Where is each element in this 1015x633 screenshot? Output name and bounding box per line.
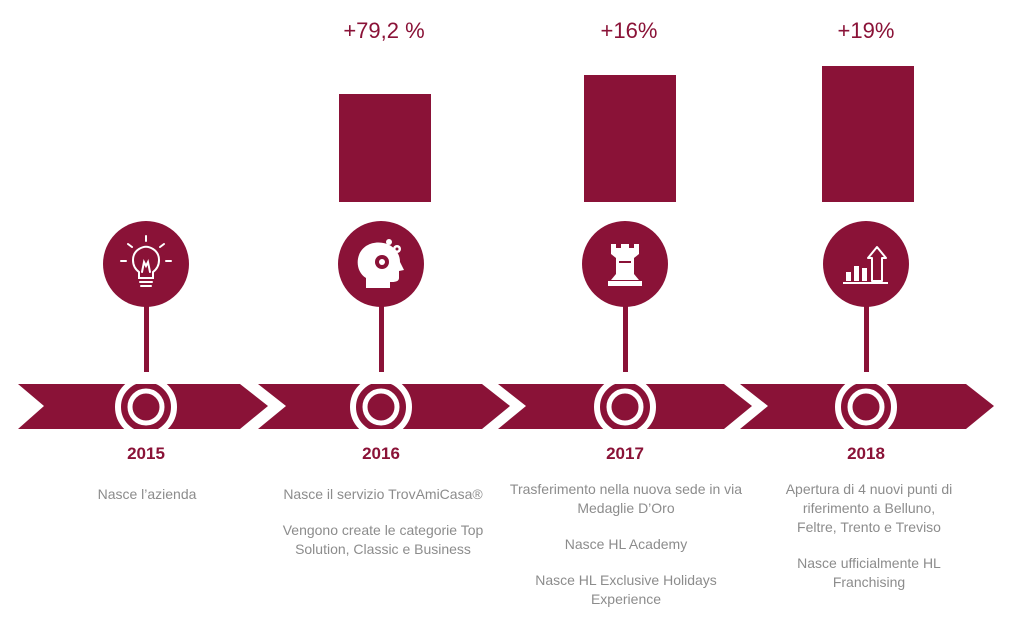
growth-bar-2017 xyxy=(584,75,676,202)
milestone-text: Nasce HL Exclusive Holidays Experience xyxy=(535,572,717,607)
milestone-text: Nasce HL Academy xyxy=(564,536,688,552)
year-label-2015: 2015 xyxy=(127,444,165,463)
stem-2015 xyxy=(144,300,149,372)
stem-2016 xyxy=(379,300,384,372)
chess-rook-icon xyxy=(608,244,642,286)
milestone-text: Nasce ufficialmente HL Franchising xyxy=(797,555,941,590)
milestone-description-2016: Nasce il servizio TrovAmiCasa® Vengono c… xyxy=(258,485,508,576)
growth-bar-2016 xyxy=(339,94,431,202)
growth-label-2018: +19% xyxy=(837,18,895,43)
icon-circle-2018 xyxy=(823,221,909,307)
milestone-description-2015: Nasce l’azienda xyxy=(27,485,267,521)
year-label-2016: 2016 xyxy=(362,444,400,463)
timeline-node-2018 xyxy=(835,376,897,438)
growth-label-2017: +16% xyxy=(600,18,658,43)
milestone-text: Nasce il servizio TrovAmiCasa® xyxy=(283,486,483,502)
timeline-node-2016 xyxy=(350,376,412,438)
timeline-node-2017 xyxy=(594,376,656,438)
timeline-segment-3 xyxy=(498,384,752,429)
milestone-description-2018: Apertura di 4 nuovi punti di riferimento… xyxy=(784,480,954,609)
milestone-text: Trasferimento nella nuova sede in via Me… xyxy=(509,481,743,516)
milestone-text: Vengono create le categorie Top Solution… xyxy=(282,522,484,557)
year-label-2017: 2017 xyxy=(606,444,644,463)
year-label-2018: 2018 xyxy=(847,444,885,463)
timeline-segment-4 xyxy=(740,384,994,429)
stem-2018 xyxy=(864,300,869,372)
milestone-description-2017: Trasferimento nella nuova sede in via Me… xyxy=(506,480,746,626)
stem-2017 xyxy=(623,300,628,372)
growth-chart-icon xyxy=(843,246,888,284)
timeline-node-2015 xyxy=(115,376,177,438)
growth-label-2016: +79,2 % xyxy=(343,18,425,43)
timeline-segment-2 xyxy=(258,384,510,429)
growth-bar-2018 xyxy=(822,66,914,202)
milestone-text: Nasce l’azienda xyxy=(97,486,197,502)
milestone-text: Apertura di 4 nuovi punti di riferimento… xyxy=(785,481,953,535)
timeline-segment-1 xyxy=(18,384,268,429)
lightbulb-icon xyxy=(120,235,172,287)
head-gears-icon xyxy=(357,239,404,288)
